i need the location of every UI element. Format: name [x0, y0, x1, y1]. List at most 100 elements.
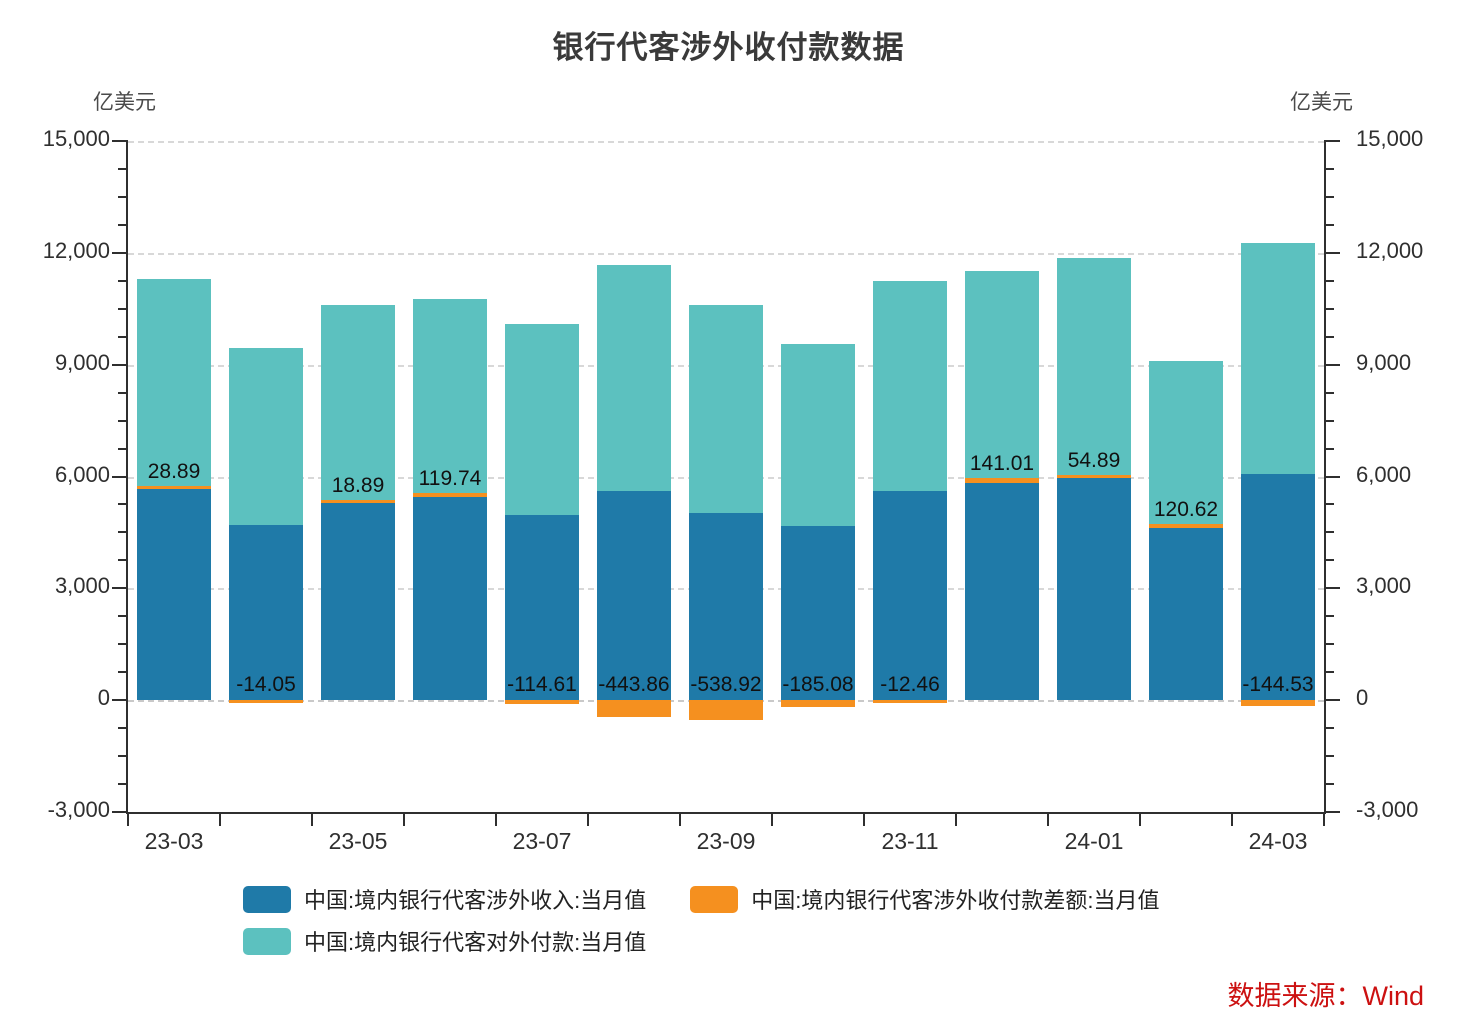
bar-segment-payments [1149, 360, 1223, 529]
x-tick-label-23-09: 23-09 [696, 828, 756, 854]
legend-item-receipts[interactable]: 中国:境内银行代客涉外收入:当月值 [243, 883, 646, 915]
legend-row-1: 中国:境内银行代客涉外收入:当月值 中国:境内银行代客涉外收付款差额:当月值 [243, 878, 1243, 920]
bar-group-23-10[interactable] [781, 141, 855, 812]
y-tick-r-0 [1324, 699, 1340, 702]
y-tick-label-l-0: 0 [97, 685, 110, 711]
legend-item-balance[interactable]: 中国:境内银行代客涉外收付款差额:当月值 [690, 883, 1159, 915]
bar-segment-payments [689, 305, 763, 513]
bar-segment-balance [597, 700, 671, 717]
y-tick-label-l-15000: 15,000 [42, 126, 110, 151]
y-tick-label-l--3000: -3,000 [47, 797, 110, 822]
y-minor-tick-r-750 [1324, 671, 1334, 674]
legend-label-balance: 中国:境内银行代客涉外收付款差额:当月值 [751, 888, 1160, 913]
y-minor-tick-r-2250 [1324, 615, 1334, 618]
x-tick-9 [955, 812, 957, 826]
bar-segment-receipts [505, 514, 579, 701]
y-tick-label-l-9000: 9,000 [54, 349, 110, 375]
y-tick-r-6000 [1324, 475, 1340, 478]
y-minor-tick-l-8250 [118, 391, 128, 394]
legend-label-payments: 中国:境内银行代客对外付款:当月值 [304, 930, 647, 955]
y-tick-r-3000 [1324, 587, 1340, 590]
bar-segment-receipts [965, 483, 1039, 701]
y-tick-l-12000 [112, 251, 128, 254]
y-minor-tick-r--2250 [1324, 783, 1334, 786]
y-minor-tick-l-12750 [118, 223, 128, 226]
bar-group-23-11[interactable] [873, 141, 947, 812]
x-tick-12 [1231, 812, 1233, 826]
y-minor-tick-l-14250 [118, 167, 128, 170]
y-axis-unit-left: 亿美元 [93, 91, 156, 114]
y-minor-tick-l-4500 [118, 531, 128, 534]
y-minor-tick-l-2250 [118, 615, 128, 618]
bar-value-label-23-05: 18.89 [331, 473, 385, 497]
y-minor-tick-r-10500 [1324, 307, 1334, 310]
y-minor-tick-r-9750 [1324, 335, 1334, 338]
y-tick-r-9000 [1324, 363, 1340, 366]
y-minor-tick-r-5250 [1324, 503, 1334, 506]
bar-group-24-03[interactable] [1241, 141, 1315, 812]
bar-group-23-05[interactable] [321, 141, 395, 812]
y-minor-tick-l-750 [118, 671, 128, 674]
x-tick-label-23-05: 23-05 [328, 828, 388, 854]
bar-segment-receipts [229, 524, 303, 701]
y-minor-tick-r--1500 [1324, 755, 1334, 758]
x-tick-11 [1139, 812, 1141, 826]
y-minor-tick-l-7500 [118, 419, 128, 422]
bar-group-24-02[interactable] [1149, 141, 1223, 812]
bar-value-label-23-08: -443.86 [598, 673, 670, 697]
x-tick-10 [1047, 812, 1049, 826]
y-tick-l-9000 [112, 363, 128, 366]
legend-swatch-payments [243, 927, 291, 955]
y-tick-label-r-0: 0 [1356, 685, 1369, 711]
x-tick-1 [219, 812, 221, 826]
y-minor-tick-r-4500 [1324, 531, 1334, 534]
x-tick-label-24-01: 24-01 [1064, 828, 1124, 854]
y-minor-tick-r-1500 [1324, 643, 1334, 646]
bar-value-label-23-12: 141.01 [969, 451, 1035, 475]
legend-label-receipts: 中国:境内银行代客涉外收入:当月值 [304, 888, 647, 913]
y-tick-label-r-3000: 3,000 [1356, 573, 1412, 599]
bar-group-23-06[interactable] [413, 141, 487, 812]
bar-value-label-24-01: 54.89 [1067, 448, 1121, 472]
y-minor-tick-r-8250 [1324, 391, 1334, 394]
bar-group-23-09[interactable] [689, 141, 763, 812]
legend-swatch-balance [690, 885, 739, 913]
x-tick-2 [311, 812, 313, 826]
bar-value-label-23-11: -12.46 [880, 673, 940, 697]
bar-group-24-01[interactable] [1057, 141, 1131, 812]
bar-group-23-07[interactable] [505, 141, 579, 812]
y-minor-tick-r-11250 [1324, 279, 1334, 282]
bar-segment-receipts [689, 512, 763, 701]
bar-segment-payments [321, 305, 395, 503]
bar-segment-balance [689, 700, 763, 721]
legend-item-payments[interactable]: 中国:境内银行代客对外付款:当月值 [243, 925, 646, 957]
bar-segment-payments [229, 347, 303, 525]
bar-segment-payments [413, 299, 487, 498]
x-tick-3 [403, 812, 405, 826]
bar-segment-balance [229, 700, 303, 704]
y-minor-tick-l-13500 [118, 195, 128, 198]
bar-group-23-03[interactable] [137, 141, 211, 812]
y-tick-label-l-3000: 3,000 [54, 573, 110, 599]
bar-segment-balance [781, 700, 855, 708]
bar-segment-receipts [413, 497, 487, 701]
x-tick-8 [863, 812, 865, 826]
y-tick-label-r--3000: -3,000 [1356, 797, 1419, 822]
y-minor-tick-l-3750 [118, 559, 128, 562]
bar-group-23-12[interactable] [965, 141, 1039, 812]
plot-area: -3,000 -3,000 0 0 3,000 3,000 6,000 6,000 9,000 9… [43, 126, 1424, 822]
x-tick-label-23-11: 23-11 [881, 828, 939, 854]
bar-group-23-08[interactable] [597, 141, 671, 812]
bar-segment-payments [137, 278, 211, 489]
y-tick-l-3000 [112, 587, 128, 590]
bar-value-label-23-03: 28.89 [147, 459, 201, 483]
y-minor-tick-r-3750 [1324, 559, 1334, 562]
bar-group-23-04[interactable] [229, 141, 303, 812]
x-tick-label-23-03: 23-03 [144, 828, 204, 854]
bar-value-label-24-03: -144.53 [1242, 673, 1314, 697]
y-axis-unit-right: 亿美元 [1290, 91, 1353, 114]
bar-segment-balance [413, 492, 487, 498]
y-tick-r-15000 [1324, 140, 1340, 142]
bar-value-label-23-10: -185.08 [782, 673, 854, 697]
y-tick-r-12000 [1324, 251, 1340, 254]
